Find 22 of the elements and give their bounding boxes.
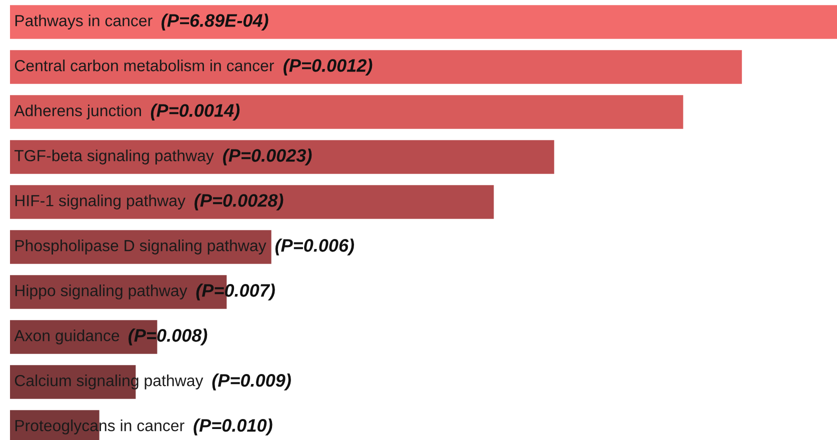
bar <box>10 50 742 84</box>
annotation: (P=0.0014) <box>150 104 240 120</box>
y-tick-label: Adherens junction <box>14 104 141 120</box>
bar <box>10 140 554 174</box>
y-tick-label: Phospholipase D signaling pathway <box>15 240 266 254</box>
annotation: (P=6.89E-04) <box>162 14 268 30</box>
annotation: (P=0.009) <box>212 374 291 390</box>
y-tick-label: Pathways in cancer <box>15 14 152 30</box>
bar <box>10 95 684 129</box>
bar <box>10 230 272 264</box>
annotation: (P=0.0012) <box>284 58 372 76</box>
annotation: (P=0.006) <box>275 238 354 256</box>
annotation: (P=0.010) <box>194 418 272 436</box>
annotation: (P=0.0023) <box>223 148 312 166</box>
annotation: (P=0.0028) <box>194 194 284 210</box>
y-tick-label: TGF-beta signaling pathway <box>14 150 214 164</box>
bar <box>10 5 837 39</box>
y-tick-label: Central carbon metabolism in cancer <box>14 60 274 72</box>
y-tick-label: Hippo signaling pathway <box>15 284 188 300</box>
y-tick-label: HIF-1 signaling pathway <box>15 194 186 210</box>
bar <box>10 185 494 219</box>
y-tick-label: Axon guidance <box>14 330 120 344</box>
